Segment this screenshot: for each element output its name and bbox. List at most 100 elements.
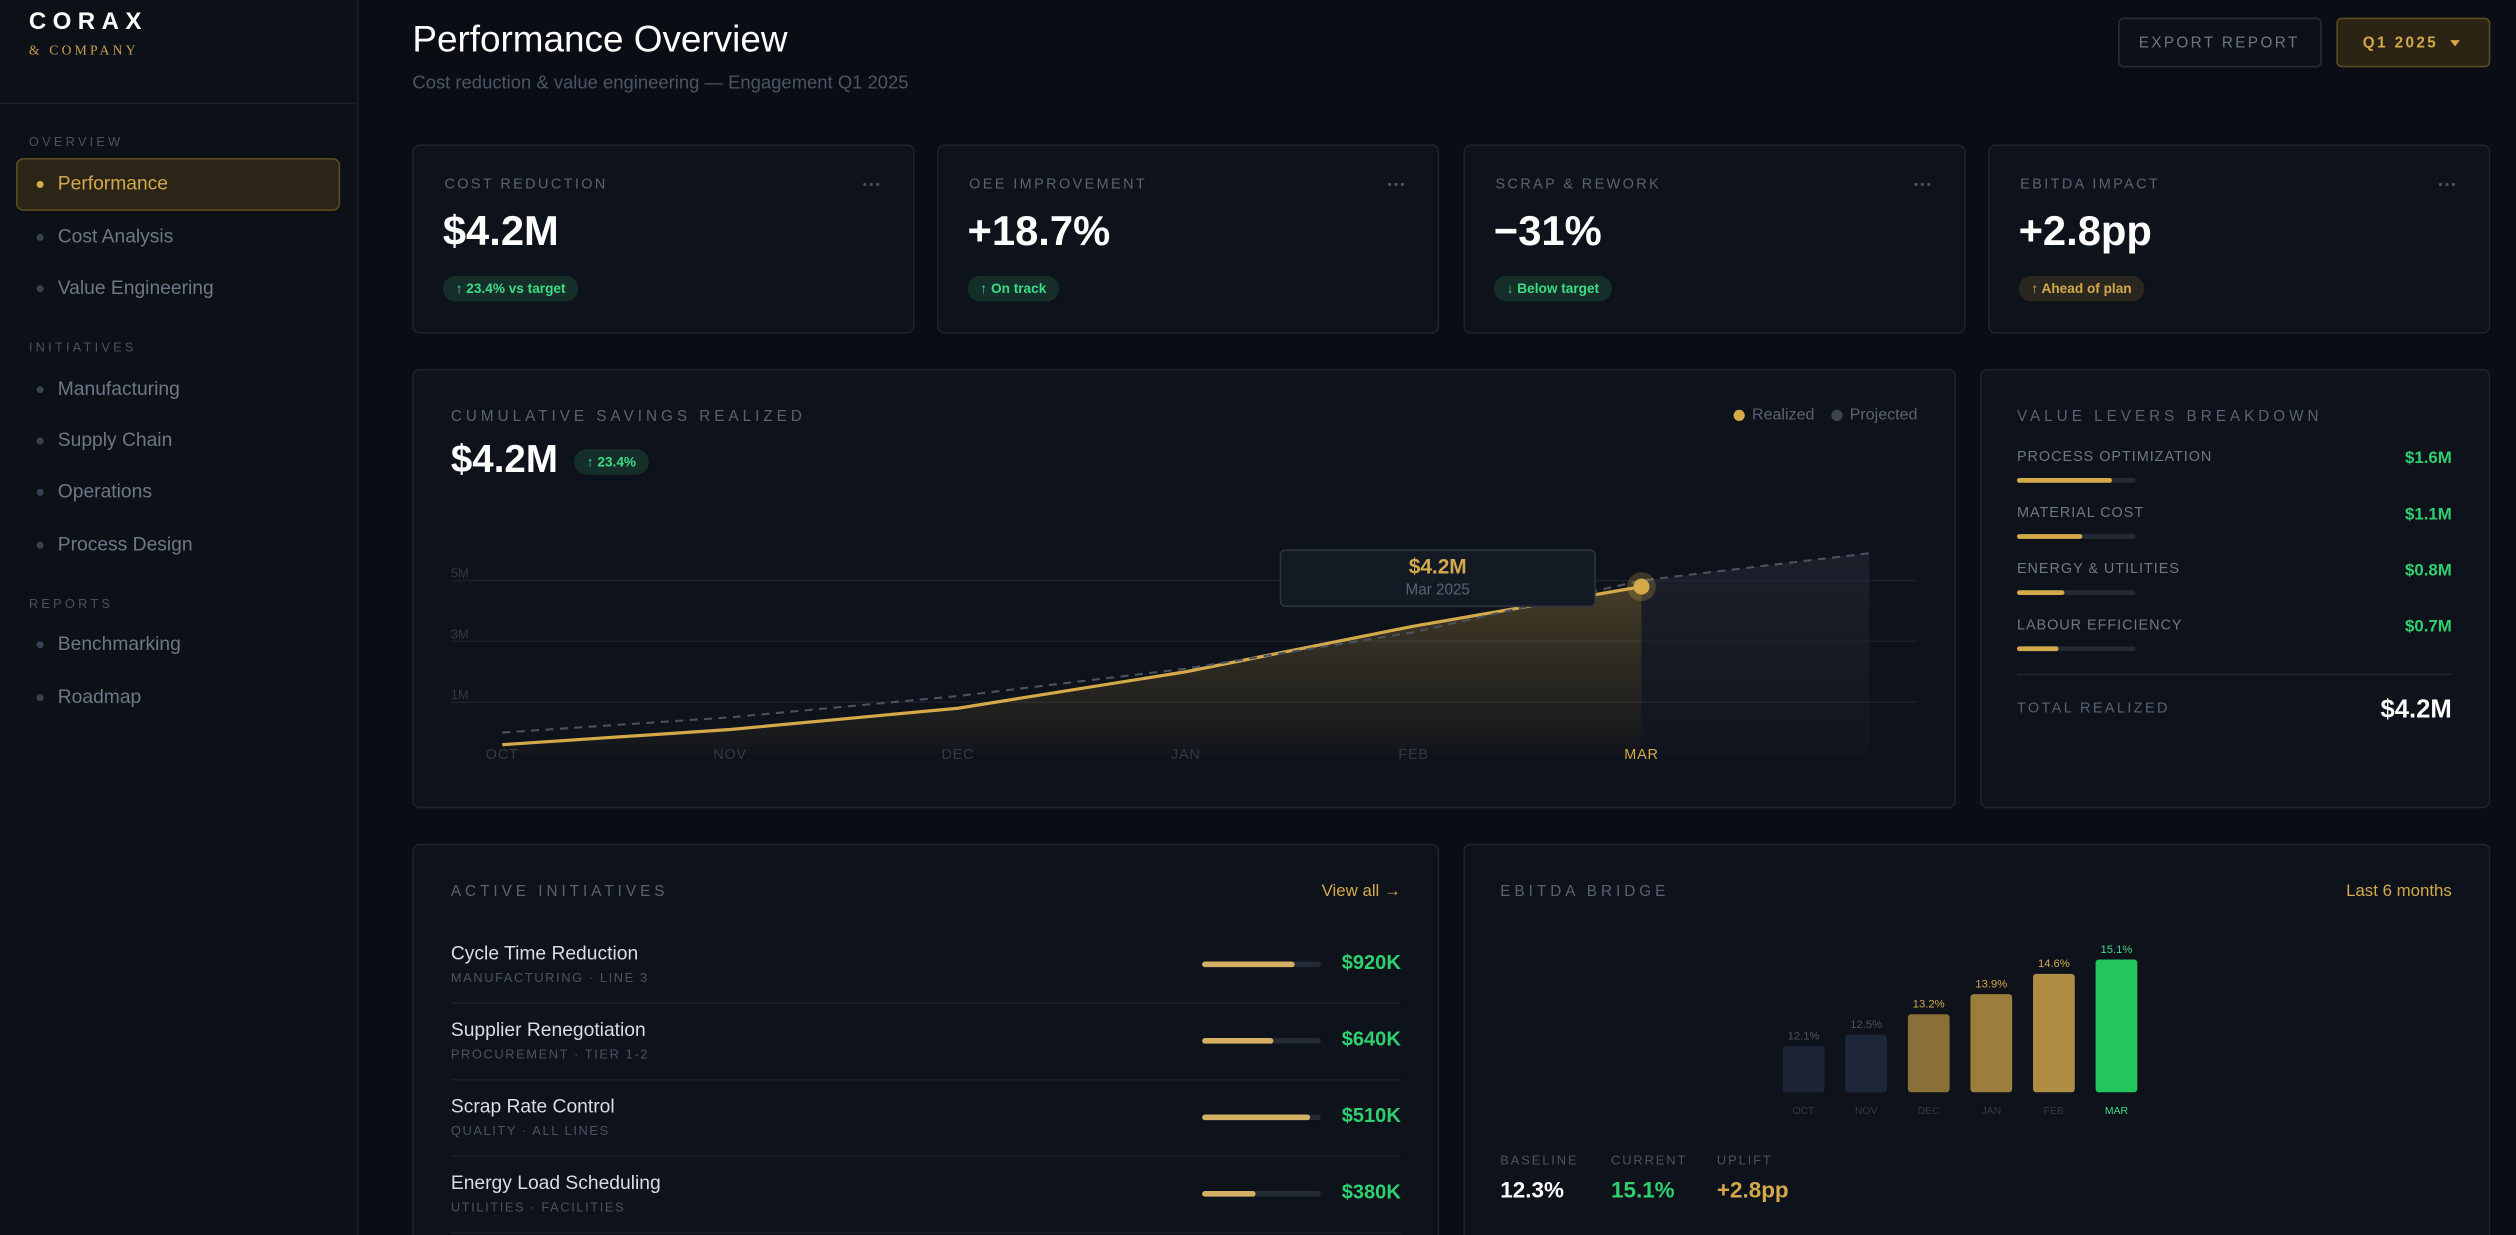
kpi-badge-bg (2018, 275, 2145, 302)
nav-section-title: INITIATIVES (29, 339, 137, 354)
kpi-menu-dot[interactable] (1927, 182, 1931, 187)
kpi-card (937, 144, 1440, 334)
kpi-menu-dot[interactable] (863, 182, 867, 187)
lever-bar (2016, 534, 2083, 539)
lever-bar (2016, 477, 2112, 483)
kpi-menu-dot[interactable] (1400, 182, 1405, 187)
lever-name: MATERIAL COST (2017, 505, 2144, 521)
chart-subtitle: Last 6 months (2346, 881, 2452, 900)
nav-dot (36, 437, 44, 445)
initiatives-card (412, 843, 1440, 1235)
kpi-menu-dot[interactable] (1387, 182, 1392, 187)
x-tick-label: JAN (1981, 1106, 2001, 1117)
initiative-amount: $510K (1342, 1105, 1402, 1127)
initiative-bar (1202, 1114, 1311, 1121)
export-button-label[interactable]: EXPORT REPORT (2139, 34, 2300, 51)
initiative-name: Supplier Renegotiation (451, 1020, 646, 1041)
kpi-menu-dot[interactable] (1914, 182, 1918, 187)
kpi-menu-dot[interactable] (2451, 182, 2456, 187)
kpi-menu-dot[interactable] (1920, 182, 1924, 187)
chart-badge: ↑ 23.4% (587, 454, 636, 469)
bar (1782, 1046, 1825, 1093)
period-button[interactable] (2336, 17, 2491, 68)
initiative-amount: $640K (1342, 1029, 1402, 1051)
lever-value: $0.7M (2405, 617, 2452, 636)
nav-dot (36, 694, 44, 702)
initiative-bar (1202, 1191, 1256, 1197)
realized-line (502, 585, 1642, 747)
kpi-menu-dot[interactable] (2445, 182, 2449, 187)
point[interactable] (1633, 578, 1650, 595)
kpi-label: OEE IMPROVEMENT (969, 176, 1147, 192)
initiatives-link[interactable]: View all → (1322, 881, 1401, 900)
kpi-label: COST REDUCTION (444, 176, 607, 192)
nav-dot (36, 488, 44, 496)
x-tick-label: DEC (1918, 1106, 1940, 1117)
lever-name: PROCESS OPTIMIZATION (2017, 449, 2212, 465)
nav-item[interactable]: Value Engineering (58, 278, 214, 299)
bar-value-label: 15.1% (2101, 944, 2133, 956)
nav-item[interactable]: Manufacturing (58, 379, 180, 400)
projected-line (502, 552, 1870, 734)
nav-item[interactable]: Benchmarking (58, 634, 181, 655)
nav-item[interactable]: Roadmap (58, 687, 141, 708)
period-button-label[interactable]: Q1 2025 (2363, 34, 2438, 51)
nav-active-bg[interactable] (16, 157, 341, 211)
brand-tagline: & COMPANY (29, 42, 139, 57)
brand: CORAX (29, 8, 148, 35)
nav-dot (36, 233, 44, 241)
tooltip-title: $4.2M (1409, 555, 1467, 578)
nav-section-title: REPORTS (29, 596, 113, 611)
initiative-detail: QUALITY · ALL LINES (451, 1123, 610, 1138)
nav-item[interactable]: Operations (58, 481, 152, 502)
initiative-name: Energy Load Scheduling (451, 1173, 661, 1194)
page-subtitle: Cost reduction & value engineering — Eng… (412, 71, 908, 92)
realized-area (502, 586, 1642, 754)
nav-dot (36, 285, 44, 293)
legend-label: Projected (1850, 406, 1918, 424)
chart-headline: $4.2M (451, 438, 558, 481)
nav-item[interactable]: Supply Chain (58, 430, 173, 451)
x-tick-label: OCT (486, 747, 519, 763)
levers-card (1980, 368, 2491, 809)
kpi-menu-dot[interactable] (869, 182, 873, 187)
initiative-detail: PROCUREMENT · TIER 1-2 (451, 1046, 649, 1061)
initiative-bar (1202, 1038, 1274, 1044)
export-button[interactable] (2118, 17, 2322, 68)
x-tick-label: DEC (942, 747, 975, 763)
nav-dot (36, 541, 44, 549)
kpi-menu-dot[interactable] (2438, 182, 2443, 187)
chart-badge-bg (573, 449, 649, 475)
nav-item[interactable]: Process Design (58, 534, 193, 555)
lever-bar (2016, 646, 2059, 652)
x-tick-label: OCT (1793, 1106, 1816, 1117)
legend-swatch (1831, 409, 1843, 422)
nav-dot (36, 180, 44, 188)
kpi-menu-dot[interactable] (876, 182, 880, 187)
initiative-bar (1202, 961, 1295, 968)
chart-title: EBITDA BRIDGE (1500, 883, 1669, 900)
x-tick-label: JAN (1171, 747, 1201, 763)
kpi-badge: ↓ Below target (1507, 281, 1600, 296)
x-tick-label: MAR (2105, 1106, 2129, 1117)
bar (1970, 994, 2013, 1093)
stat-value: 15.1% (1611, 1178, 1675, 1203)
lever-name: ENERGY & UTILITIES (2017, 561, 2180, 577)
nav-item[interactable]: Performance (58, 174, 168, 195)
kpi-value: +2.8pp (2019, 207, 2152, 254)
nav-item[interactable]: Cost Analysis (58, 226, 174, 247)
kpi-badge: ↑ 23.4% vs target (456, 281, 566, 296)
tooltip (1279, 549, 1596, 608)
x-tick-label: NOV (713, 747, 747, 763)
bar-value-label: 12.1% (1788, 1030, 1820, 1042)
bar (1845, 1034, 1887, 1093)
stat-value: 12.3% (1500, 1178, 1564, 1203)
kpi-value: $4.2M (443, 207, 559, 254)
kpi-menu-dot[interactable] (1394, 182, 1398, 187)
kpi-badge: ↑ On track (980, 281, 1046, 296)
stat-label: CURRENT (1611, 1153, 1687, 1168)
kpi-card (412, 144, 915, 334)
lever-value: $0.8M (2405, 560, 2452, 579)
